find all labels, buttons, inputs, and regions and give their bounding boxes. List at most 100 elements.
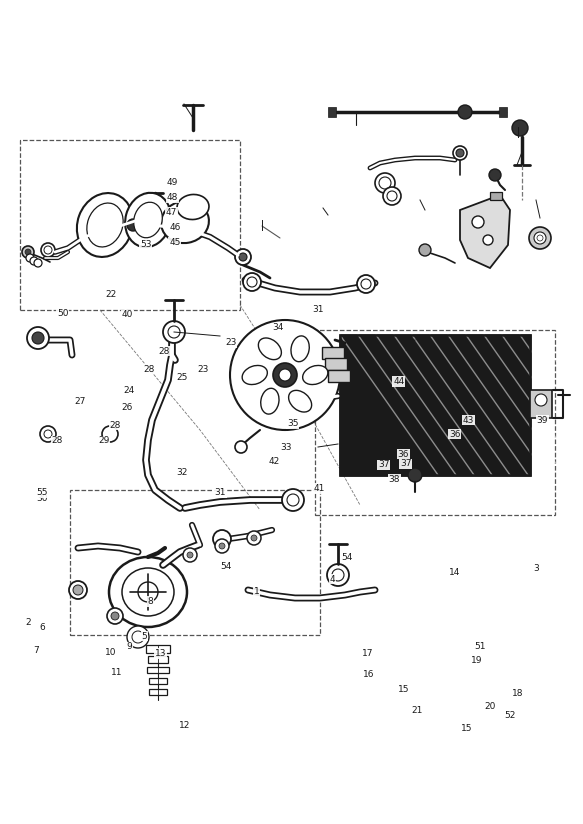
Text: 23: 23 (197, 365, 209, 373)
Text: 36: 36 (398, 450, 409, 458)
Circle shape (215, 539, 229, 553)
Circle shape (419, 244, 431, 256)
Text: 53: 53 (140, 241, 152, 249)
Polygon shape (460, 195, 510, 268)
Ellipse shape (125, 193, 171, 247)
Circle shape (332, 569, 344, 581)
Circle shape (535, 394, 547, 406)
Circle shape (32, 332, 44, 344)
Bar (149, 689, 167, 695)
Text: 20: 20 (484, 703, 496, 711)
Ellipse shape (303, 366, 328, 385)
Text: 1: 1 (254, 588, 259, 596)
Text: 42: 42 (268, 457, 280, 466)
Circle shape (22, 246, 34, 258)
Text: 6: 6 (39, 624, 45, 632)
Circle shape (219, 543, 225, 549)
Bar (530, 390, 552, 418)
Text: 40: 40 (121, 311, 133, 319)
Text: 30: 30 (36, 494, 48, 503)
Text: 46: 46 (169, 223, 181, 232)
Circle shape (375, 173, 395, 193)
Circle shape (30, 257, 38, 265)
Bar (148, 656, 168, 663)
Ellipse shape (122, 568, 174, 616)
Text: 33: 33 (280, 443, 292, 452)
Ellipse shape (242, 366, 268, 385)
Text: 31: 31 (215, 489, 226, 497)
Text: 26: 26 (121, 403, 133, 411)
Circle shape (34, 259, 42, 267)
Bar (340, 335, 530, 475)
Text: 55: 55 (36, 489, 48, 497)
Bar (149, 678, 167, 684)
Text: 11: 11 (111, 668, 122, 677)
Ellipse shape (77, 193, 133, 257)
Circle shape (132, 631, 144, 643)
Circle shape (383, 187, 401, 205)
Text: 54: 54 (220, 562, 232, 570)
Text: 7: 7 (33, 647, 39, 655)
Circle shape (472, 216, 484, 228)
Circle shape (69, 581, 87, 599)
Text: 29: 29 (98, 437, 110, 445)
Text: 28: 28 (110, 421, 121, 429)
Text: 28: 28 (159, 347, 170, 355)
Bar (322, 347, 344, 359)
Circle shape (251, 535, 257, 541)
Text: 5: 5 (142, 632, 147, 640)
Bar (70, 490, 320, 635)
Text: 32: 32 (176, 468, 188, 476)
Bar (146, 645, 170, 653)
Circle shape (163, 321, 185, 343)
Text: 49: 49 (167, 179, 178, 187)
Circle shape (235, 441, 247, 453)
Text: 41: 41 (314, 485, 325, 493)
Bar (325, 358, 347, 370)
Circle shape (111, 612, 119, 620)
Circle shape (168, 326, 180, 338)
Circle shape (44, 246, 52, 254)
Text: 12: 12 (178, 721, 190, 729)
Circle shape (127, 219, 139, 231)
Circle shape (387, 191, 397, 201)
Text: 15: 15 (398, 686, 409, 694)
Text: 37: 37 (400, 460, 412, 468)
Circle shape (127, 626, 149, 648)
Circle shape (489, 169, 501, 181)
Text: 38: 38 (388, 475, 400, 484)
Text: 24: 24 (124, 386, 135, 395)
Circle shape (73, 585, 83, 595)
Text: 34: 34 (272, 324, 283, 332)
Text: 8: 8 (147, 597, 153, 606)
Text: 14: 14 (449, 569, 461, 577)
Circle shape (107, 608, 123, 624)
Text: 28: 28 (51, 437, 63, 445)
Circle shape (25, 249, 31, 255)
Ellipse shape (261, 388, 279, 414)
Circle shape (534, 232, 546, 244)
Text: 39: 39 (536, 416, 548, 424)
Circle shape (279, 369, 291, 381)
Text: 21: 21 (411, 706, 423, 714)
Circle shape (135, 213, 145, 223)
Circle shape (361, 279, 371, 289)
Circle shape (187, 552, 193, 558)
Bar (328, 107, 336, 117)
Ellipse shape (161, 201, 209, 243)
Circle shape (44, 430, 52, 438)
Text: 43: 43 (463, 416, 475, 424)
Circle shape (458, 105, 472, 119)
Text: 28: 28 (143, 365, 155, 373)
Text: 2: 2 (25, 619, 31, 627)
Circle shape (247, 277, 257, 287)
Bar (499, 107, 507, 117)
Text: 19: 19 (471, 657, 483, 665)
Circle shape (483, 235, 493, 245)
Bar (328, 370, 350, 382)
Circle shape (183, 548, 197, 562)
Circle shape (138, 582, 158, 602)
Circle shape (230, 320, 340, 430)
Text: 54: 54 (342, 554, 353, 562)
Text: 10: 10 (105, 648, 117, 657)
